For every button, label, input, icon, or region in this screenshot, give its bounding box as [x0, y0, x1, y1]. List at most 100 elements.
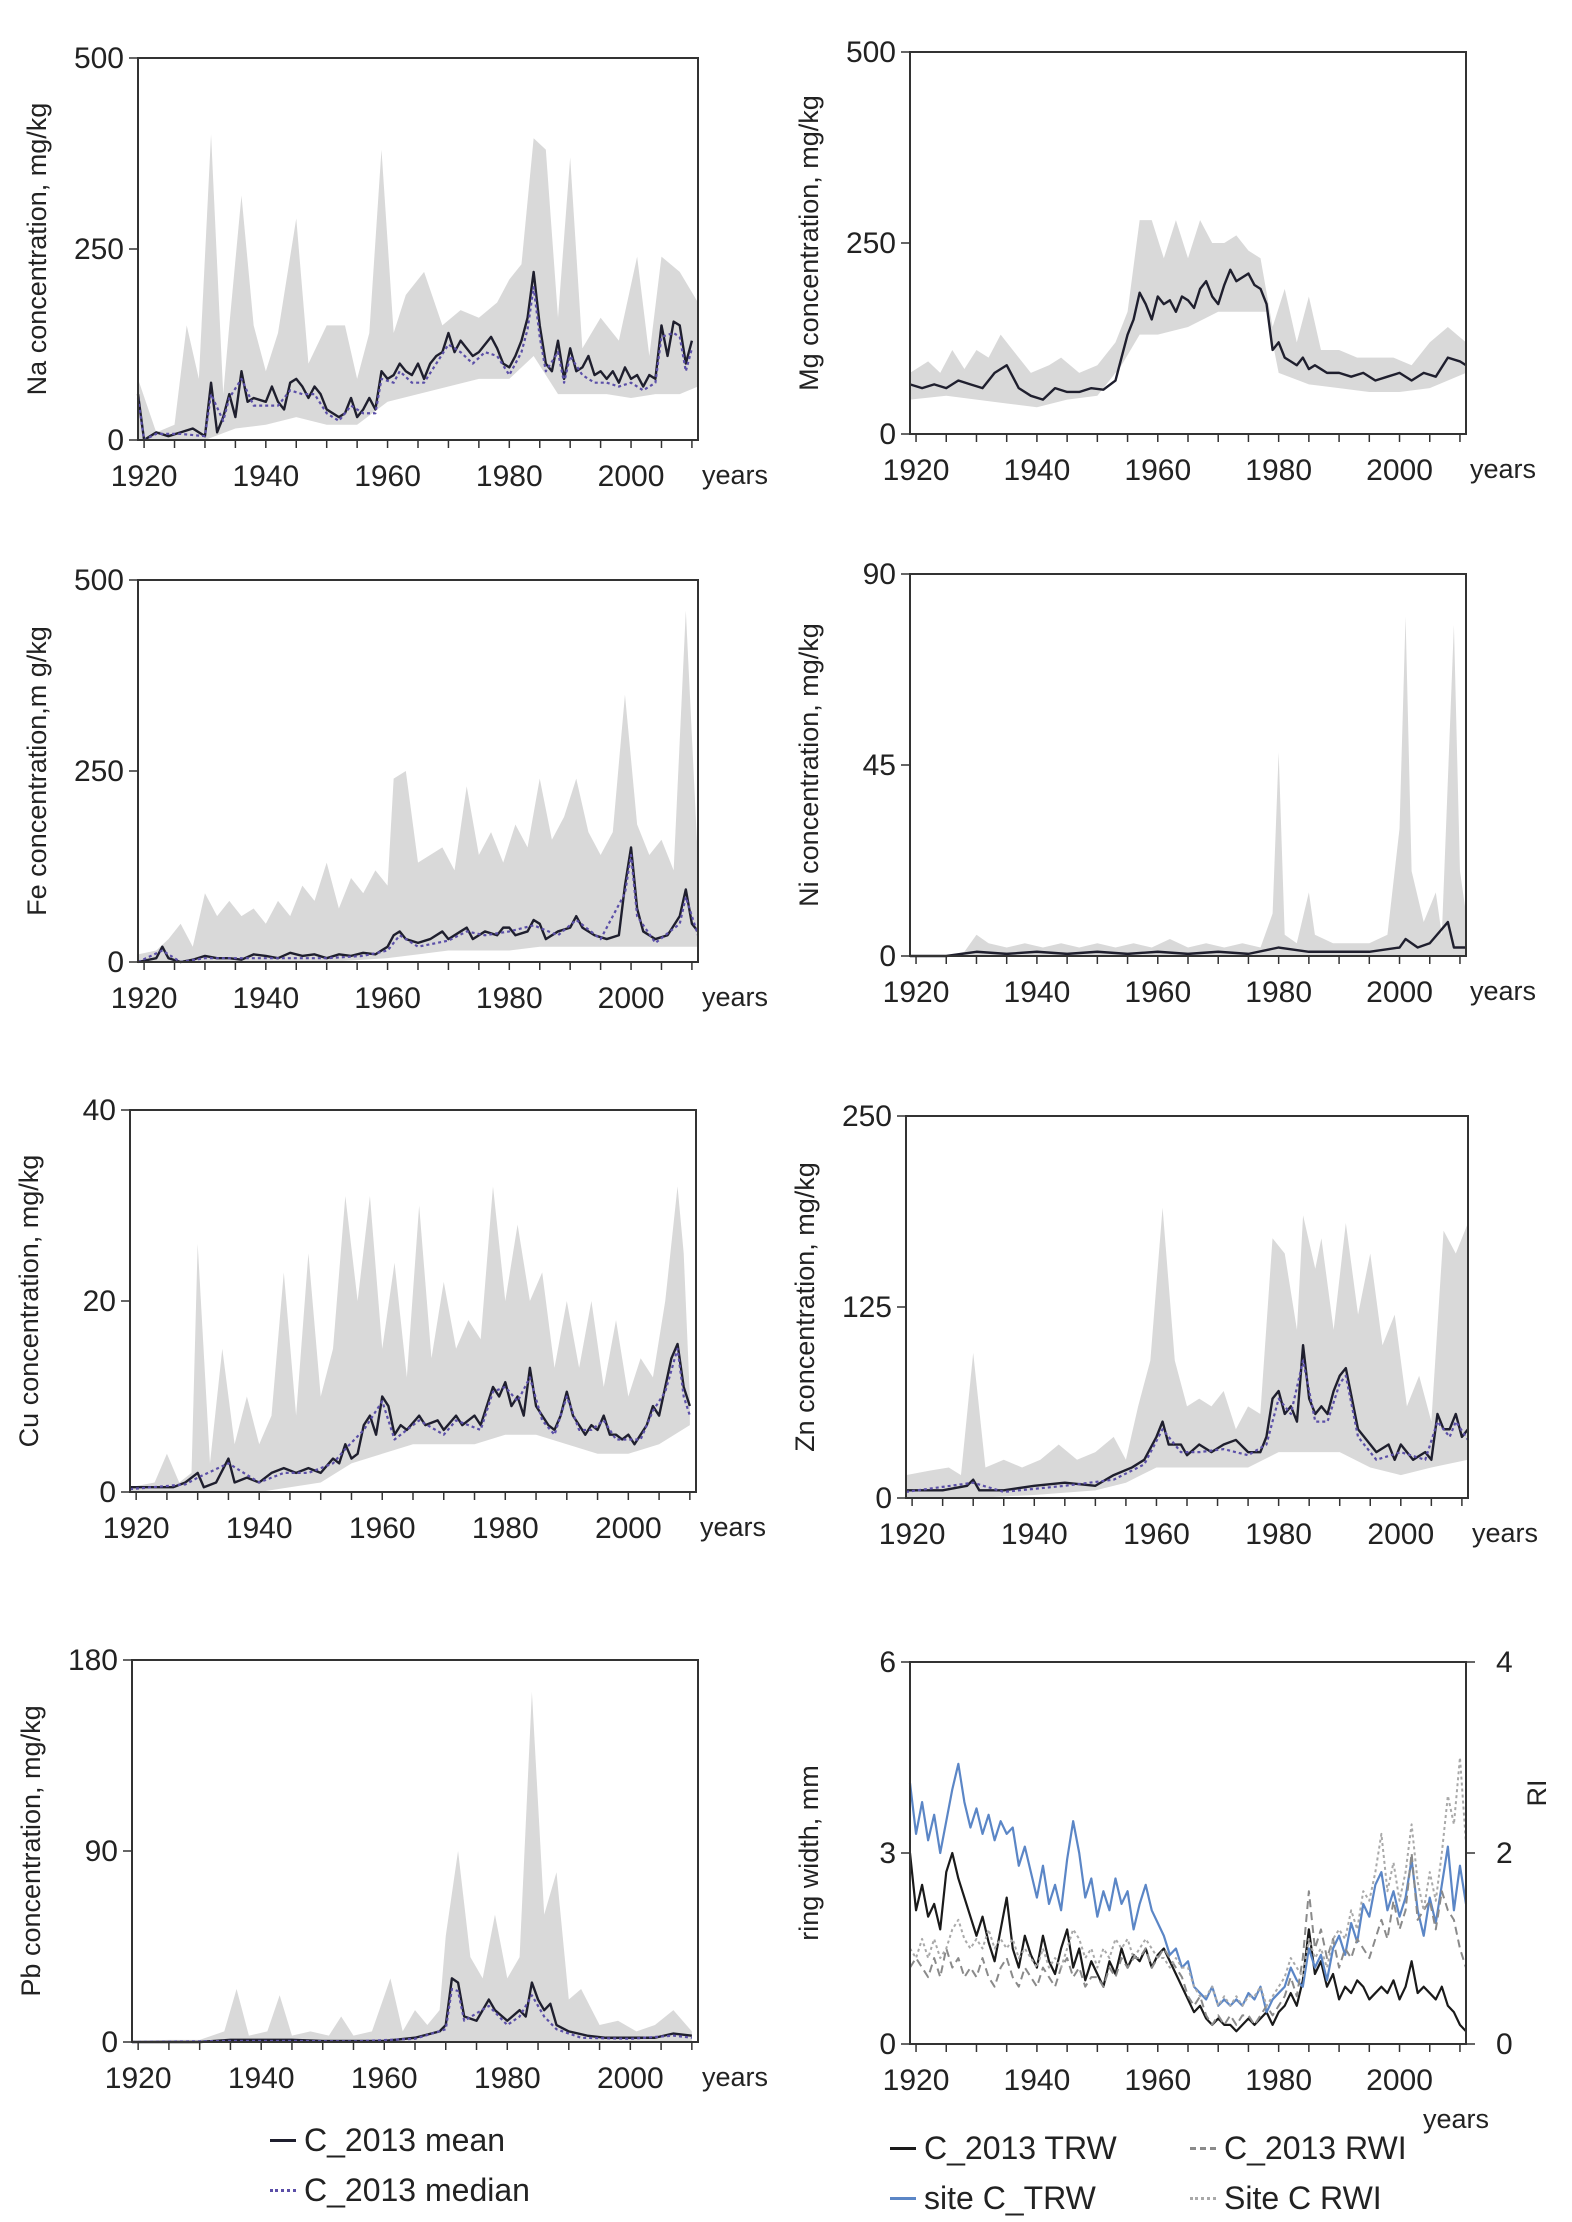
series-line-2: [137, 853, 700, 964]
x-tick-label: 1940: [232, 982, 299, 1015]
series-line-1: [909, 268, 1467, 401]
x-axis-label: years: [1470, 454, 1536, 484]
x-tick-label: 1980: [1245, 2064, 1312, 2097]
x-tick-label: 2000: [1367, 1518, 1434, 1551]
x-tick-label: 1960: [351, 2062, 418, 2095]
y-tick-label: 0: [101, 2026, 118, 2059]
plot-frame: [131, 1659, 699, 2043]
x-tick-label: 1940: [1004, 976, 1071, 1009]
series-line-2: [136, 286, 693, 442]
chart-panel-2: 1920 1940 1960 1980 2000 years 0 250 500 Mg conce…: [794, 36, 1536, 487]
legend-swatch-median: [270, 2189, 296, 2192]
y-tick-label: 0: [879, 2028, 896, 2061]
y2-tick-label: 0: [1496, 2028, 1513, 2061]
legend-label-mean: C_2013 mean: [304, 2122, 506, 2158]
series-line-2: [129, 1347, 691, 1491]
series-line-1: [136, 270, 694, 442]
legend-item-site-rwi: Site C RWI: [1190, 2180, 1382, 2217]
legend-label-c2013-rwi: C_2013 RWI: [1224, 2130, 1407, 2166]
series-line-3: [909, 1852, 1467, 2026]
y-tick-label: 90: [863, 558, 896, 591]
y-tick-label: 3: [879, 1837, 896, 1870]
x-tick-label: 1960: [354, 982, 421, 1015]
x-tick-label: 1960: [1123, 1518, 1190, 1551]
series-line-1: [906, 1343, 1469, 1492]
x-axis-label: years: [1470, 976, 1536, 1006]
y2-tick-label: 2: [1496, 1837, 1513, 1870]
legend-swatch-c2013-trw: [890, 2147, 916, 2150]
y-tick-label: 20: [83, 1285, 116, 1318]
chart-panel-8: 1920 1940 1960 1980 2000 years 0 3 6 ring width, …: [794, 1646, 1552, 2134]
range-band: [910, 220, 1466, 408]
legend-swatch-site-trw: [890, 2197, 916, 2200]
y2-tick-label: 4: [1496, 1646, 1513, 1679]
x-tick-label: 1940: [226, 1512, 293, 1545]
legend-label-site-trw: site C_TRW: [924, 2180, 1096, 2216]
x-tick-label: 1920: [111, 460, 178, 493]
y-axis-label: Zn concentration, mg/kg: [790, 1162, 820, 1452]
x-tick-label: 1960: [354, 460, 421, 493]
x-tick-label: 2000: [1366, 2064, 1433, 2097]
x-tick-label: 1920: [883, 454, 950, 487]
y-axis-label: Mg concentration, mg/kg: [794, 95, 824, 391]
y-axis-label: Na concentration, mg/kg: [22, 103, 52, 396]
x-tick-label: 2000: [1366, 976, 1433, 1009]
series-line-1: [130, 1342, 691, 1489]
y-tick-label: 0: [107, 424, 124, 457]
chart-panel-7: 1920 1940 1960 1980 2000 years 0 90 180 Pb concen…: [16, 1644, 768, 2095]
x-tick-label: 1980: [476, 460, 543, 493]
y-tick-label: 180: [68, 1644, 118, 1677]
y-tick-label: 0: [107, 946, 124, 979]
x-axis-label: years: [1423, 2104, 1489, 2134]
legend-label-median: C_2013 median: [304, 2172, 530, 2208]
x-tick-label: 1980: [474, 2062, 541, 2095]
y-tick-label: 250: [842, 1100, 892, 1133]
series-line-1: [908, 1851, 1467, 2033]
x-tick-label: 2000: [598, 460, 665, 493]
y-axis-label: Ni concentration, mg/kg: [794, 623, 824, 907]
legend-item-c2013-trw: C_2013 TRW: [890, 2130, 1117, 2167]
x-tick-label: 1980: [1245, 976, 1312, 1009]
x-axis-label: years: [700, 1512, 766, 1542]
x-tick-label: 1960: [1124, 976, 1191, 1009]
x-tick-label: 1940: [232, 460, 299, 493]
chart-panel-4: 1920 1940 1960 1980 2000 years 0 45 90 Ni concent…: [794, 558, 1536, 1009]
y-tick-label: 40: [83, 1094, 116, 1127]
chart-panel-1: 1920 1940 1960 1980 2000 years 0 250 500 Na conce…: [22, 42, 768, 493]
range-band: [910, 616, 1466, 956]
legend-item-c2013-rwi: C_2013 RWI: [1190, 2130, 1407, 2167]
series-line-1: [132, 1977, 692, 2044]
y-tick-label: 250: [74, 233, 124, 266]
x-tick-label: 1940: [1004, 2064, 1071, 2097]
x-tick-label: 1980: [1245, 1518, 1312, 1551]
x-tick-label: 1980: [472, 1512, 539, 1545]
x-axis-label: years: [702, 460, 768, 490]
x-tick-label: 1920: [883, 2064, 950, 2097]
legend-item-median: C_2013 median: [270, 2172, 530, 2209]
y-tick-label: 500: [74, 42, 124, 75]
x-tick-label: 1980: [1245, 454, 1312, 487]
range-band: [138, 134, 698, 440]
chart-panel-5: 1920 1940 1960 1980 2000 years 0 20 40 Cu concent…: [14, 1094, 766, 1545]
x-axis-label: years: [1472, 1518, 1538, 1548]
legend-swatch-c2013-rwi: [1190, 2147, 1216, 2150]
x-tick-label: 1920: [103, 1512, 170, 1545]
plot-frame: [909, 573, 1467, 957]
chart-panel-3: 1920 1940 1960 1980 2000 years 0 250 500 Fe conce…: [22, 564, 768, 1015]
chart-panel-6: 1920 1940 1960 1980 2000 years 0 125 250 Zn conce…: [790, 1100, 1538, 1551]
x-tick-label: 2000: [595, 1512, 662, 1545]
y-tick-label: 0: [875, 1482, 892, 1515]
x-tick-label: 2000: [1366, 454, 1433, 487]
range-band: [132, 1691, 692, 2042]
x-axis-label: years: [702, 982, 768, 1012]
y-tick-label: 45: [863, 749, 896, 782]
y-tick-label: 90: [85, 1835, 118, 1868]
y-tick-label: 250: [74, 755, 124, 788]
x-tick-label: 1940: [228, 2062, 295, 2095]
range-band: [906, 1207, 1468, 1498]
legend-label-site-rwi: Site C RWI: [1224, 2180, 1382, 2216]
x-tick-label: 1920: [111, 982, 178, 1015]
series-line-2: [131, 1987, 692, 2044]
x-tick-label: 1960: [349, 1512, 416, 1545]
